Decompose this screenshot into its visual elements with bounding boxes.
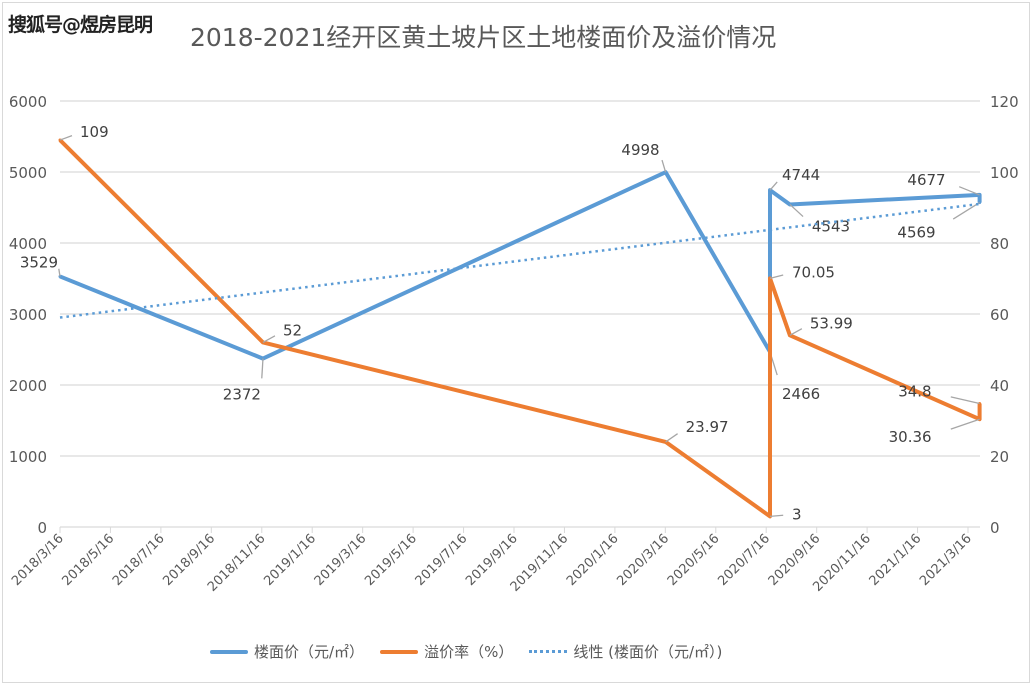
x-tick-label: 2021/1/16 bbox=[867, 531, 925, 589]
leader-line bbox=[769, 181, 778, 191]
leader-line bbox=[661, 159, 667, 173]
leader-line bbox=[950, 418, 980, 430]
legend-item-premium: 溢价率（%） bbox=[380, 641, 513, 662]
data-label: 3 bbox=[792, 505, 802, 523]
y-right-tick-label: 0 bbox=[990, 519, 1000, 537]
legend-label: 溢价率（%） bbox=[424, 643, 514, 661]
leader-line bbox=[59, 135, 73, 141]
y-left-tick-label: 6000 bbox=[9, 93, 47, 111]
x-tick-label: 2020/5/16 bbox=[665, 531, 723, 589]
data-label: 34.8 bbox=[898, 382, 931, 400]
y-right-tick-label: 80 bbox=[990, 235, 1009, 253]
legend-swatch bbox=[529, 650, 568, 653]
data-label: 109 bbox=[80, 123, 109, 141]
legend-item-price: 楼面价（元/㎡） bbox=[210, 641, 364, 662]
x-tick-label: 2020/7/16 bbox=[715, 531, 773, 589]
y-right-tick-label: 60 bbox=[990, 306, 1009, 324]
watermark: 搜狐号@煜房昆明 bbox=[8, 14, 153, 36]
y-right-tick-label: 40 bbox=[990, 377, 1009, 395]
y-left-tick-label: 1000 bbox=[9, 448, 47, 466]
legend-label: 楼面价（元/㎡） bbox=[254, 643, 365, 661]
leader-line bbox=[665, 433, 678, 443]
x-tick-label: 2019/5/16 bbox=[362, 531, 420, 589]
y-left-tick-label: 3000 bbox=[9, 306, 47, 324]
leader-line bbox=[58, 268, 61, 277]
leader-line bbox=[769, 514, 784, 517]
leader-line bbox=[950, 396, 980, 405]
legend-swatch bbox=[210, 649, 248, 654]
data-label: 70.05 bbox=[792, 263, 835, 281]
x-tick-label: 2020/1/16 bbox=[564, 531, 622, 589]
x-tick-label: 2021/3/16 bbox=[917, 531, 975, 589]
x-tick-label: 2019/1/16 bbox=[261, 531, 319, 589]
legend-swatch bbox=[380, 649, 419, 654]
y-left-tick-label: 4000 bbox=[9, 235, 47, 253]
legend-label: 线性 (楼面价（元/㎡）) bbox=[573, 643, 723, 661]
x-tick-label: 2018/3/16 bbox=[9, 531, 67, 589]
leader-line bbox=[952, 202, 980, 220]
x-tick-label: 2018/5/16 bbox=[60, 531, 118, 589]
trendline bbox=[59, 202, 980, 319]
data-label: 2372 bbox=[223, 386, 261, 404]
y-right-tick-label: 120 bbox=[990, 93, 1019, 111]
data-label: 4543 bbox=[812, 217, 850, 235]
data-label: 23.97 bbox=[686, 418, 729, 436]
data-label: 3529 bbox=[20, 253, 58, 271]
data-label: 4569 bbox=[897, 224, 935, 242]
leader-line bbox=[261, 358, 264, 379]
y-left-tick-label: 0 bbox=[37, 519, 47, 537]
data-label: 4998 bbox=[621, 141, 659, 159]
series-line bbox=[59, 170, 982, 361]
x-tick-label: 2019/3/16 bbox=[312, 531, 370, 589]
leader-line bbox=[789, 203, 804, 218]
data-label: 53.99 bbox=[810, 314, 853, 332]
chart-title: 2018-2021经开区黄土坡片区土地楼面价及溢价情况 bbox=[190, 23, 777, 52]
leader-line bbox=[769, 274, 784, 279]
y-right-tick-label: 20 bbox=[990, 448, 1009, 466]
data-label: 2466 bbox=[782, 385, 820, 403]
legend: 楼面价（元/㎡） 溢价率（%） 线性 (楼面价（元/㎡）) bbox=[210, 641, 730, 662]
data-label: 4744 bbox=[782, 166, 820, 184]
x-tick-label: 2019/7/16 bbox=[413, 531, 471, 589]
data-label: 30.36 bbox=[889, 428, 932, 446]
y-left-tick-label: 5000 bbox=[9, 164, 47, 182]
legend-item-trend: 线性 (楼面价（元/㎡）) bbox=[529, 641, 722, 662]
x-tick-label: 2020/3/16 bbox=[614, 531, 672, 589]
data-label: 4677 bbox=[907, 171, 945, 189]
data-label: 52 bbox=[283, 321, 302, 339]
y-left-tick-label: 2000 bbox=[9, 377, 47, 395]
series-line bbox=[58, 138, 982, 519]
y-right-tick-label: 100 bbox=[990, 164, 1019, 182]
leader-line bbox=[958, 186, 980, 196]
leader-line bbox=[262, 335, 276, 343]
x-tick-label: 2018/7/16 bbox=[110, 531, 168, 589]
leader-line bbox=[789, 328, 803, 336]
